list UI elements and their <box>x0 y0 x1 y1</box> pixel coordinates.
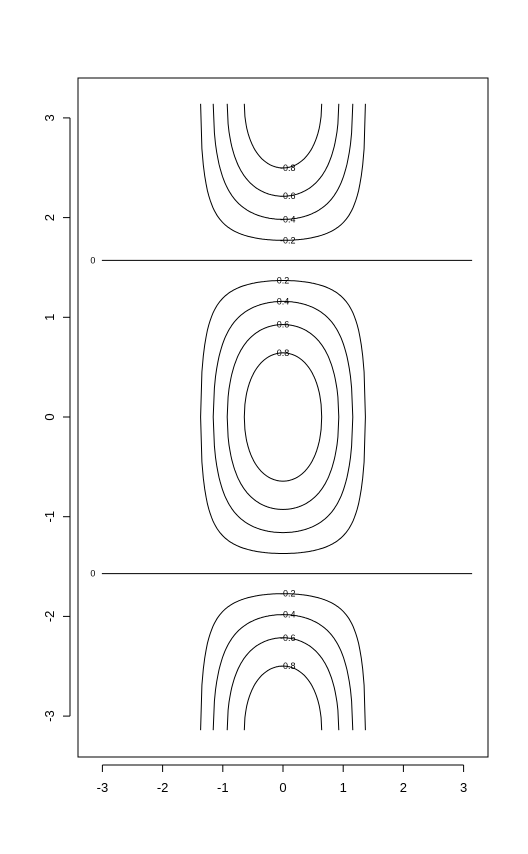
x-tick-label: 1 <box>340 780 347 795</box>
contour-lines <box>101 103 473 731</box>
x-tick-label: 2 <box>400 780 407 795</box>
contour-label: -0.8 <box>280 163 296 173</box>
y-tick-label: 2 <box>42 214 57 221</box>
contour-label: -0.4 <box>280 214 296 224</box>
contour-0p4 <box>212 300 354 534</box>
contour-neg0p8-top <box>243 103 323 169</box>
y-tick-label: -2 <box>42 611 57 623</box>
contour-neg0p2-top <box>200 103 366 241</box>
contour-neg0p4-bottom <box>212 614 354 731</box>
contour-0p8 <box>243 352 323 482</box>
contour-label: -0.2 <box>280 589 296 599</box>
plot-frame <box>77 77 489 758</box>
contour-neg0p6-top <box>226 103 340 197</box>
contour-label: 0 <box>90 569 95 579</box>
contour-label: 0.2 <box>277 275 290 285</box>
contour-0p2 <box>200 280 366 554</box>
x-axis: -3 -2 -1 0 1 2 3 <box>97 764 467 795</box>
contour-label: -0.6 <box>280 633 296 643</box>
contour-label: 0.4 <box>277 296 290 306</box>
contour-neg0p6-bottom <box>226 637 340 731</box>
y-tick-label: 3 <box>42 114 57 121</box>
contour-0p6 <box>226 323 340 511</box>
y-axis: -3 -2 -1 0 1 2 3 <box>42 114 71 722</box>
contour-neg0p8-bottom <box>243 665 323 731</box>
y-tick-label: -1 <box>42 511 57 523</box>
contour-label: -0.8 <box>280 661 296 671</box>
contour-label: 0.8 <box>277 348 290 358</box>
x-tick-label: -1 <box>217 780 229 795</box>
y-tick-label: -3 <box>42 710 57 722</box>
contour-label: 0 <box>90 255 95 265</box>
x-tick-label: 3 <box>460 780 467 795</box>
contour-neg0p4-top <box>212 103 354 220</box>
contour-labels: -0.8 -0.8 -0.6 -0.6 -0.4 -0.4 -0.2 -0.2 0 0 0.2 0.4… <box>90 163 295 671</box>
contour-neg0p2-bottom <box>200 593 366 731</box>
contour-label: 0.6 <box>277 320 290 330</box>
y-tick-label: 1 <box>42 314 57 321</box>
x-tick-label: 0 <box>279 780 286 795</box>
x-tick-label: -3 <box>97 780 109 795</box>
contour-label: -0.4 <box>280 610 296 620</box>
contour-label: -0.2 <box>280 235 296 245</box>
x-tick-label: -2 <box>157 780 169 795</box>
contour-label: -0.6 <box>280 191 296 201</box>
y-tick-label: 0 <box>42 413 57 420</box>
